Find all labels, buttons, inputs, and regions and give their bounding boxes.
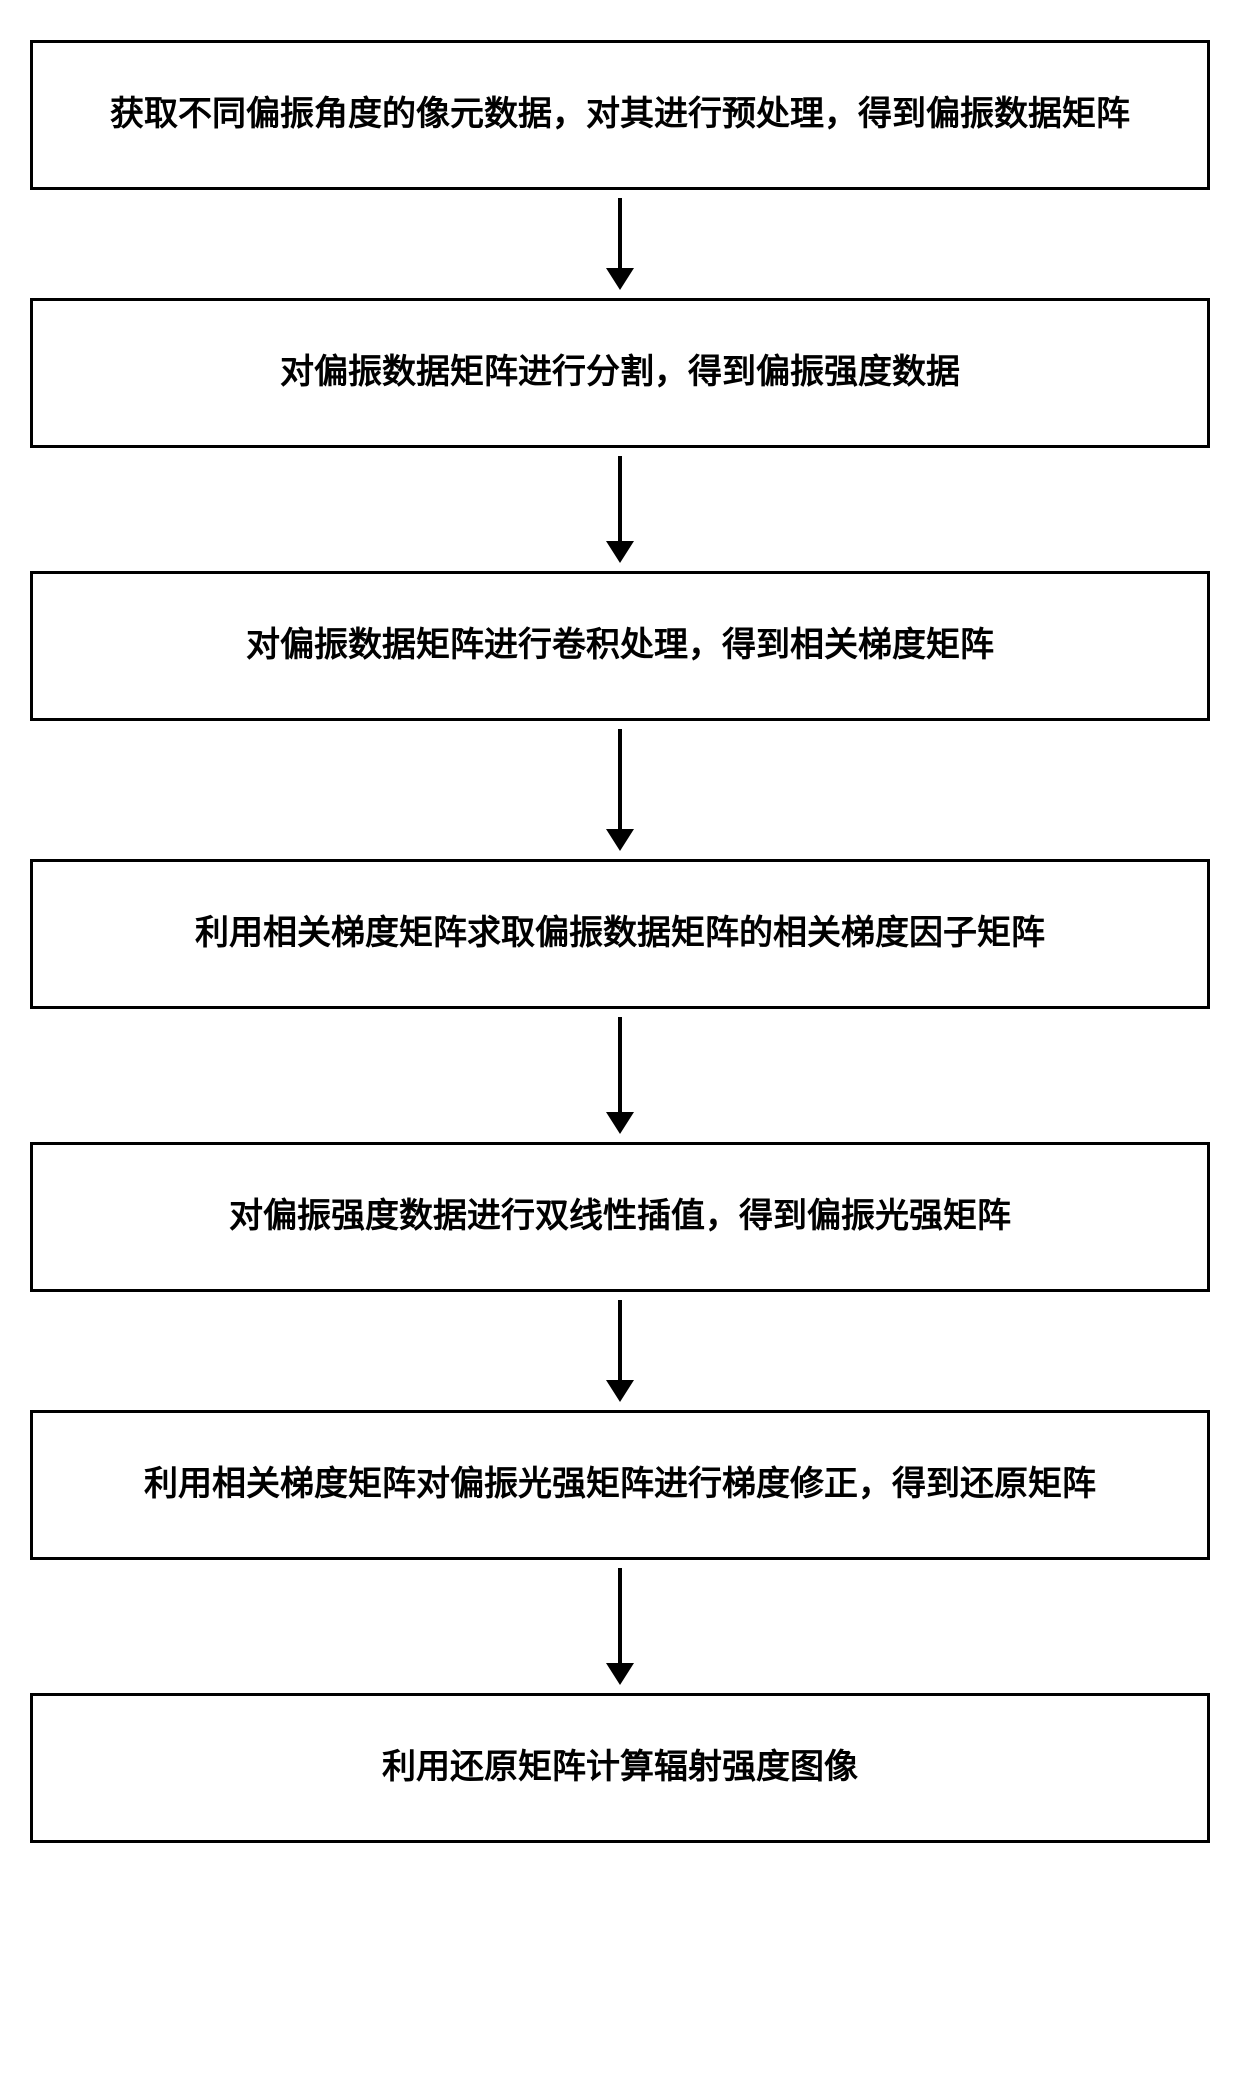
flow-step-label: 利用还原矩阵计算辐射强度图像 [382, 1741, 858, 1795]
arrow-head-icon [606, 268, 634, 290]
arrow-head-icon [606, 1112, 634, 1134]
arrow-line [618, 1300, 622, 1380]
flow-arrow [606, 198, 634, 290]
flow-step-label: 对偏振数据矩阵进行分割，得到偏振强度数据 [280, 346, 960, 400]
flow-step: 对偏振数据矩阵进行分割，得到偏振强度数据 [30, 298, 1210, 448]
flow-arrow [606, 456, 634, 563]
flow-arrow [606, 729, 634, 851]
flow-arrow [606, 1300, 634, 1402]
flow-step: 利用相关梯度矩阵求取偏振数据矩阵的相关梯度因子矩阵 [30, 859, 1210, 1009]
arrow-line [618, 729, 622, 829]
flowchart-container: 获取不同偏振角度的像元数据，对其进行预处理，得到偏振数据矩阵 对偏振数据矩阵进行… [30, 40, 1210, 1843]
arrow-line [618, 1568, 622, 1663]
flow-step-label: 获取不同偏振角度的像元数据，对其进行预处理，得到偏振数据矩阵 [110, 88, 1130, 142]
flow-step-label: 利用相关梯度矩阵对偏振光强矩阵进行梯度修正，得到还原矩阵 [144, 1458, 1096, 1512]
arrow-head-icon [606, 1663, 634, 1685]
flow-step: 利用相关梯度矩阵对偏振光强矩阵进行梯度修正，得到还原矩阵 [30, 1410, 1210, 1560]
arrow-line [618, 198, 622, 268]
arrow-head-icon [606, 829, 634, 851]
arrow-line [618, 456, 622, 541]
flow-step: 获取不同偏振角度的像元数据，对其进行预处理，得到偏振数据矩阵 [30, 40, 1210, 190]
flow-arrow [606, 1017, 634, 1134]
arrow-head-icon [606, 1380, 634, 1402]
flow-step: 对偏振强度数据进行双线性插值，得到偏振光强矩阵 [30, 1142, 1210, 1292]
flow-arrow [606, 1568, 634, 1685]
arrow-head-icon [606, 541, 634, 563]
flow-step: 对偏振数据矩阵进行卷积处理，得到相关梯度矩阵 [30, 571, 1210, 721]
flow-step: 利用还原矩阵计算辐射强度图像 [30, 1693, 1210, 1843]
flow-step-label: 对偏振强度数据进行双线性插值，得到偏振光强矩阵 [229, 1190, 1011, 1244]
arrow-line [618, 1017, 622, 1112]
flow-step-label: 对偏振数据矩阵进行卷积处理，得到相关梯度矩阵 [246, 619, 994, 673]
flow-step-label: 利用相关梯度矩阵求取偏振数据矩阵的相关梯度因子矩阵 [195, 907, 1045, 961]
